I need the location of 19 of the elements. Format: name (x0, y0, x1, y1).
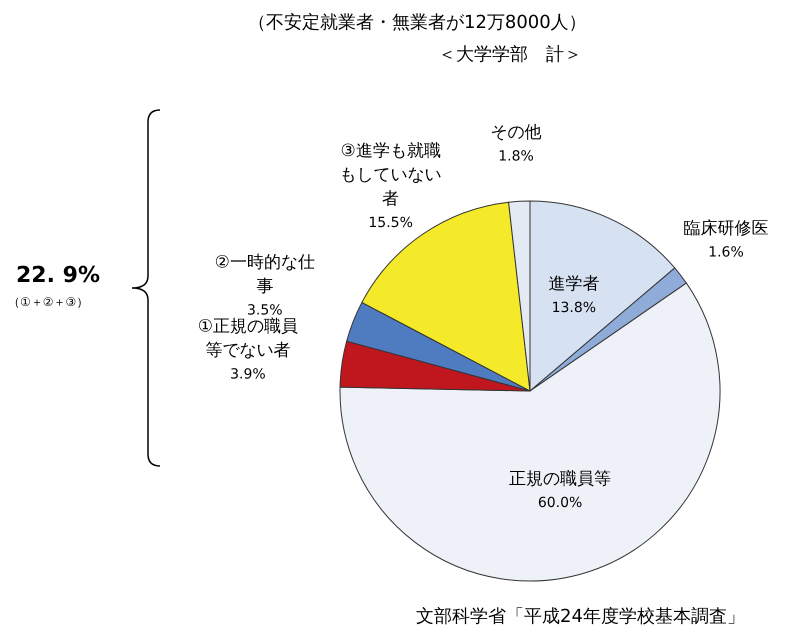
text: 文部科学省「平成24年度学校基本調査」 (416, 605, 745, 628)
data-label: 15.5% (368, 214, 413, 231)
slice-label: 正規の職員等 (509, 468, 612, 489)
chart-subtitle: ＜大学学部 計＞ (438, 43, 582, 66)
chart-title: （不安定就業者・無業者が12万8000人） (248, 11, 587, 34)
slice-label: ①正規の職員等でない者 (198, 316, 298, 360)
slice-label: ③進学も就職もしていない者 (340, 140, 442, 209)
data-label: 1.8% (498, 148, 534, 164)
data-label: 60.0% (538, 494, 582, 511)
slice-label: 進学者 (548, 274, 600, 294)
text: 22. 9% (16, 263, 100, 288)
slice-label: その他 (490, 122, 542, 142)
data-label: 3.5% (247, 302, 283, 318)
slice-label: ②一時的な仕事 (214, 252, 315, 296)
slice-label: 臨床研修医 (683, 218, 768, 238)
data-label: 3.9% (230, 366, 266, 382)
data-label: 1.6% (708, 244, 744, 260)
text: （①＋②＋③） (8, 294, 88, 311)
data-label: 13.8% (552, 300, 596, 316)
